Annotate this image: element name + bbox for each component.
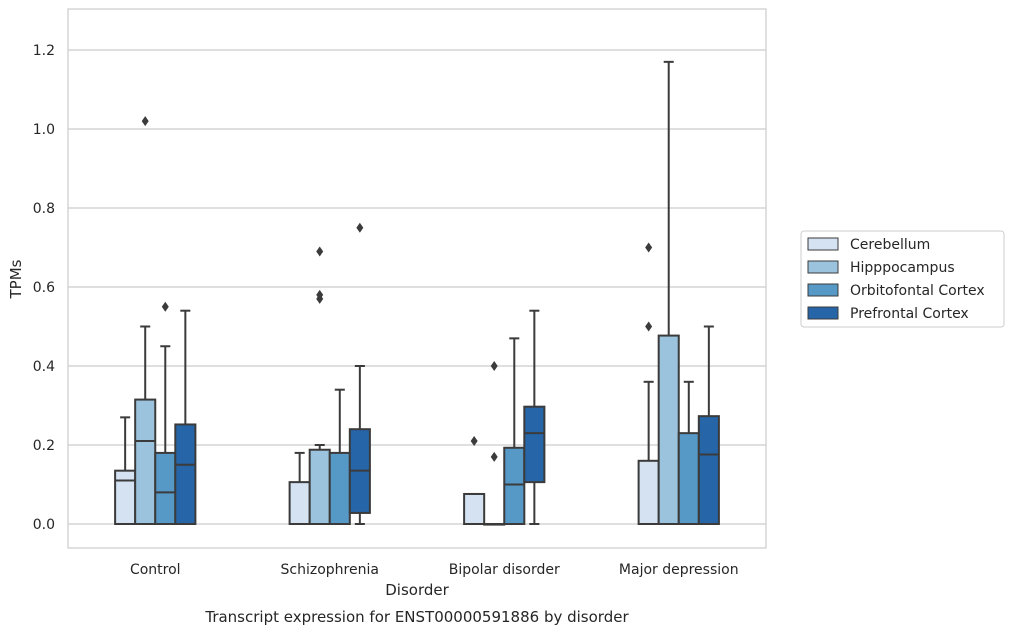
box-body bbox=[503, 446, 526, 526]
box-body bbox=[114, 469, 137, 525]
legend-swatch bbox=[807, 260, 839, 274]
plot-frame bbox=[67, 8, 767, 549]
x-tick-labels: Control Schizophrenia Bipolar disorder Majo… bbox=[130, 562, 739, 578]
outlier-point bbox=[490, 451, 498, 462]
box-hipppocampus bbox=[308, 246, 331, 525]
legend-swatch bbox=[807, 237, 839, 251]
box-body bbox=[523, 405, 546, 484]
outlier-point bbox=[161, 301, 169, 312]
box-orbitofontal-cortex bbox=[328, 388, 351, 525]
box-cerebellum bbox=[114, 416, 137, 525]
box-cerebellum bbox=[288, 451, 311, 526]
y-axis-title: TPMs bbox=[7, 259, 25, 299]
outlier-point bbox=[470, 436, 478, 447]
outlier-point bbox=[356, 222, 364, 233]
box-prefrontal-cortex bbox=[523, 309, 546, 525]
box-orbitofontal-cortex bbox=[154, 301, 177, 525]
y-tick-label: 0.6 bbox=[33, 280, 55, 296]
box-body bbox=[154, 451, 177, 525]
box-body bbox=[134, 398, 157, 526]
outlier-point bbox=[141, 116, 149, 127]
box-body bbox=[657, 334, 680, 525]
outlier-point bbox=[316, 289, 324, 300]
box-orbitofontal-cortex bbox=[677, 380, 700, 525]
chart-title: Transcript expression for ENST0000059188… bbox=[204, 608, 629, 626]
box-prefrontal-cortex bbox=[697, 325, 720, 526]
x-tick-label: Major depression bbox=[619, 562, 739, 578]
y-tick-label: 1.2 bbox=[33, 43, 55, 59]
x-axis-title: Disorder bbox=[385, 581, 449, 599]
box-body bbox=[697, 415, 720, 526]
outlier-point bbox=[316, 246, 324, 257]
box-hipppocampus bbox=[483, 361, 506, 526]
box-hipppocampus bbox=[134, 116, 157, 526]
y-tick-label: 0.2 bbox=[33, 438, 55, 454]
box-body bbox=[288, 481, 311, 526]
outlier-point bbox=[645, 321, 653, 332]
box-body bbox=[308, 448, 331, 525]
box-body bbox=[637, 459, 660, 525]
x-tick-label: Control bbox=[130, 562, 181, 578]
y-tick-label: 0.8 bbox=[33, 201, 55, 217]
legend-swatch bbox=[807, 283, 839, 297]
box-body bbox=[463, 492, 486, 526]
x-tick-label: Bipolar disorder bbox=[449, 562, 560, 578]
legend: Cerebellum Hipppocampus Orbitofontal Corte… bbox=[800, 230, 1005, 328]
legend-swatch bbox=[807, 306, 839, 320]
outlier-point bbox=[490, 361, 498, 371]
x-tick-label: Schizophrenia bbox=[281, 562, 379, 578]
legend-label: Hipppocampus bbox=[850, 260, 955, 276]
box-cerebellum bbox=[463, 436, 486, 526]
box-hipppocampus bbox=[657, 60, 680, 525]
y-tick-label: 0.0 bbox=[33, 517, 55, 533]
box-prefrontal-cortex bbox=[174, 309, 197, 525]
y-tick-label: 0.4 bbox=[33, 359, 55, 375]
box-cerebellum bbox=[637, 242, 660, 525]
box-layer bbox=[114, 60, 720, 526]
legend-label: Prefrontal Cortex bbox=[850, 306, 969, 322]
outlier-point bbox=[645, 242, 653, 253]
legend-label: Orbitofontal Cortex bbox=[850, 283, 985, 299]
box-prefrontal-cortex bbox=[348, 222, 371, 525]
y-tick-label: 1.0 bbox=[33, 122, 55, 138]
y-tick-labels: 0.0 0.2 0.4 0.6 0.8 1.0 1.2 bbox=[33, 43, 55, 533]
legend-label: Cerebellum bbox=[850, 237, 930, 253]
box-orbitofontal-cortex bbox=[503, 337, 526, 526]
box-body bbox=[677, 432, 700, 525]
legend-frame bbox=[800, 230, 1005, 328]
box-body bbox=[328, 451, 351, 525]
box-body bbox=[174, 423, 197, 525]
